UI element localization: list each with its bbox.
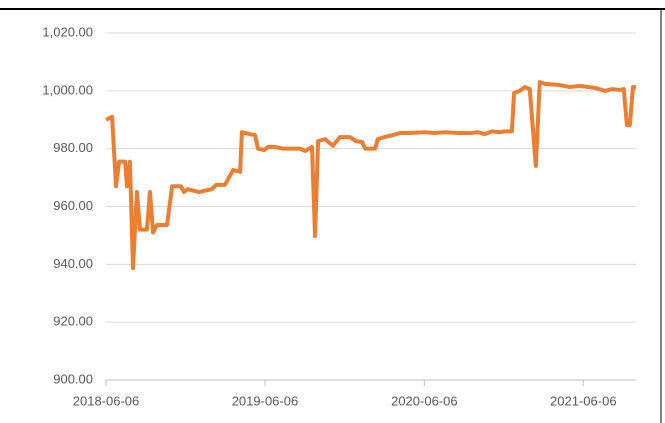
y-tick-label: 960.00 xyxy=(53,198,93,213)
x-tick-label: 2021-06-06 xyxy=(550,393,617,408)
y-tick-label: 900.00 xyxy=(53,371,93,386)
y-tick-label: 940.00 xyxy=(53,256,93,271)
data-line xyxy=(105,80,636,271)
x-tick-label: 2020-06-06 xyxy=(391,393,458,408)
x-tick-label: 2019-06-06 xyxy=(232,393,299,408)
x-tick-label: 2018-06-06 xyxy=(73,393,140,408)
y-tick-label: 920.00 xyxy=(53,314,93,329)
y-tick-label: 1,000.00 xyxy=(42,82,93,97)
y-tick-label: 980.00 xyxy=(53,140,93,155)
y-tick-label: 1,020.00 xyxy=(42,24,93,39)
